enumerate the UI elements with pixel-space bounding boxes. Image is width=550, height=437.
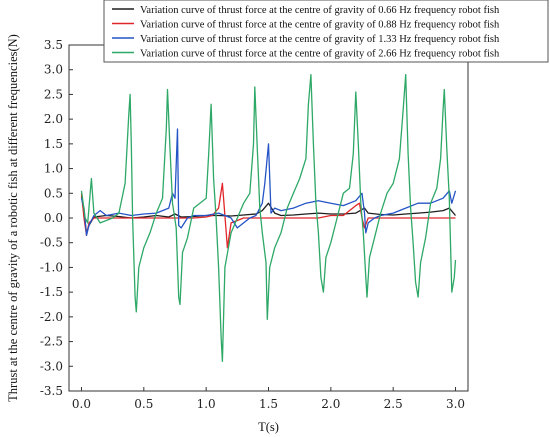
y-tick-label: 1.5 xyxy=(44,137,63,151)
legend-box xyxy=(103,0,549,63)
y-tick-label: -0.5 xyxy=(40,236,63,250)
y-tick-label: -2.0 xyxy=(40,310,63,324)
x-tick-label: 0.0 xyxy=(72,397,91,411)
y-axis-title: Thrust at the centre of gravity of a rob… xyxy=(6,34,20,402)
y-tick-label: 2.5 xyxy=(44,87,63,101)
y-tick-label: -3.0 xyxy=(40,359,63,373)
y-tick-label: 0.5 xyxy=(44,186,63,200)
y-tick-label: -1.5 xyxy=(40,285,63,299)
y-tick-label: 1.0 xyxy=(44,162,63,176)
x-axis: 0.0 0.5 1.0 1.5 2.0 2.5 3.0 xyxy=(72,387,465,411)
x-axis-title: T(s) xyxy=(258,420,279,434)
series-line-3 xyxy=(80,128,457,236)
x-tick-label: 1.5 xyxy=(259,397,278,411)
x-tick-label: 0.5 xyxy=(134,397,153,411)
x-tick-label: 2.5 xyxy=(384,397,403,411)
legend-label-4: Variation curve of thrust force at the c… xyxy=(140,49,500,60)
y-tick-label: 3.0 xyxy=(44,63,63,77)
legend-label-2: Variation curve of thrust force at the c… xyxy=(140,20,500,31)
legend: Variation curve of thrust force at the c… xyxy=(103,0,549,63)
y-tick-label: 2.0 xyxy=(44,112,63,126)
y-tick-label: -3.5 xyxy=(40,384,63,398)
y-axis: -3.5 -3.0 -2.5 -2.0 -1.5 -1.0 -0.5 0.0 0.5 1.0 1.5… xyxy=(40,38,73,398)
series-line-1 xyxy=(80,195,456,234)
y-tick-label: 3.5 xyxy=(44,38,63,52)
x-tick-label: 1.0 xyxy=(197,397,216,411)
x-tick-label: 3.0 xyxy=(446,397,465,411)
series-line-4 xyxy=(80,74,457,362)
legend-label-3: Variation curve of thrust force at the c… xyxy=(140,34,500,45)
y-tick-label: -2.5 xyxy=(40,335,63,349)
x-tick-label: 2.0 xyxy=(321,397,340,411)
series-line-2 xyxy=(80,182,456,249)
y-tick-label: -1.0 xyxy=(40,260,63,274)
legend-label-1: Variation curve of thrust force at the c… xyxy=(140,5,500,16)
y-tick-label: 0.0 xyxy=(44,211,63,225)
series-lines xyxy=(80,74,457,362)
